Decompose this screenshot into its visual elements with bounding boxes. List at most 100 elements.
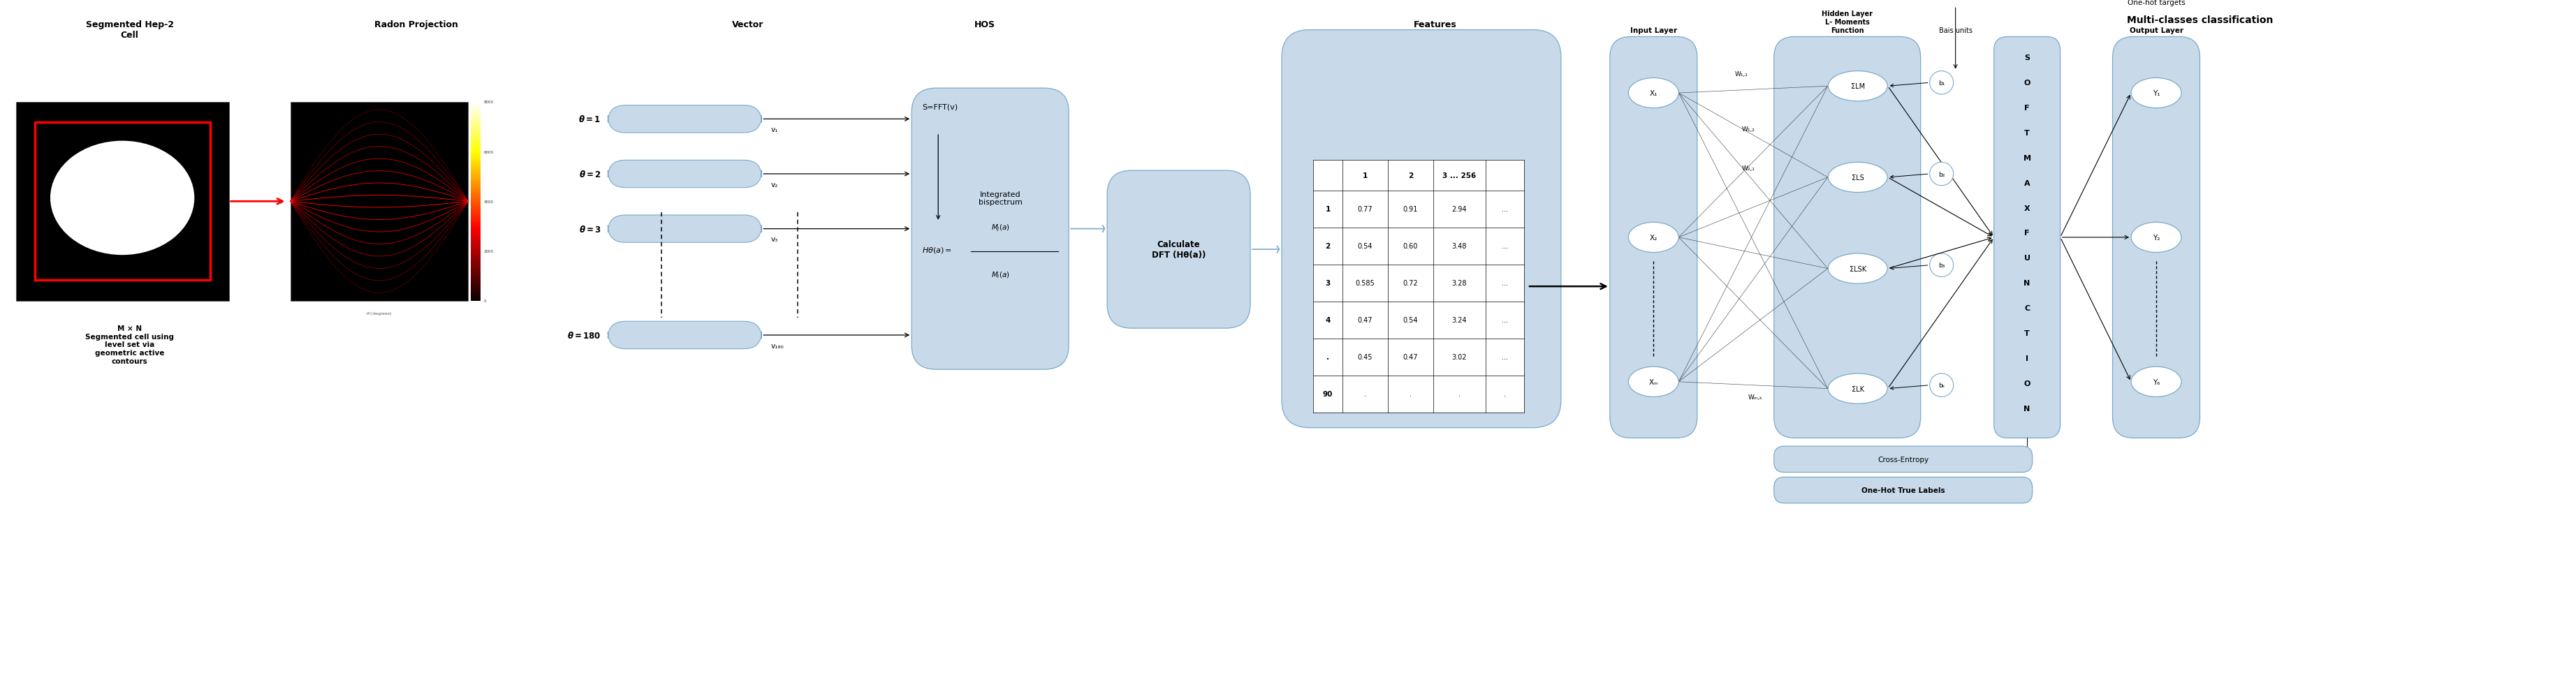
Text: X₁: X₁ bbox=[1649, 90, 1656, 97]
Text: ΣLSK: ΣLSK bbox=[1850, 265, 1865, 272]
Text: HOS: HOS bbox=[974, 20, 994, 29]
Text: 3.28: 3.28 bbox=[1453, 280, 1466, 287]
Text: 0.91: 0.91 bbox=[1404, 206, 1417, 213]
Text: M × N
Segmented cell using
level set via
geometric active
contours: M × N Segmented cell using level set via… bbox=[85, 325, 175, 364]
Text: ...: ... bbox=[1502, 280, 1507, 287]
Text: W₁,₁: W₁,₁ bbox=[1736, 72, 1749, 78]
Text: 1: 1 bbox=[1363, 173, 1368, 179]
Ellipse shape bbox=[1628, 222, 1680, 253]
Text: Radon Projection: Radon Projection bbox=[374, 20, 459, 29]
Text: Hidden Layer
L- Moments
Function: Hidden Layer L- Moments Function bbox=[1821, 11, 1873, 34]
Text: F: F bbox=[2025, 104, 2030, 111]
Bar bbox=[33, 123, 211, 280]
Text: Y₁: Y₁ bbox=[2154, 90, 2159, 97]
Text: $\boldsymbol{\theta=3}$: $\boldsymbol{\theta=3}$ bbox=[580, 224, 600, 234]
FancyBboxPatch shape bbox=[1994, 38, 2061, 439]
Text: 2.94: 2.94 bbox=[1453, 206, 1466, 213]
Text: Segmented Hep-2
Cell: Segmented Hep-2 Cell bbox=[85, 20, 173, 40]
Text: 4: 4 bbox=[1324, 317, 1329, 324]
Circle shape bbox=[1929, 254, 1953, 277]
Text: v₃: v₃ bbox=[770, 236, 778, 243]
Text: ΣLM: ΣLM bbox=[1850, 83, 1865, 90]
Text: b₂: b₂ bbox=[1937, 171, 1945, 177]
Text: A: A bbox=[2025, 179, 2030, 187]
FancyBboxPatch shape bbox=[1775, 447, 2032, 473]
Text: ...: ... bbox=[1502, 206, 1507, 213]
Text: $H\theta(a)=$: $H\theta(a)=$ bbox=[922, 246, 953, 254]
Bar bbox=[1314, 161, 1525, 413]
Text: M: M bbox=[2022, 155, 2030, 162]
Text: $M_j(a)$: $M_j(a)$ bbox=[992, 222, 1010, 233]
Text: 2000: 2000 bbox=[484, 250, 495, 253]
Text: O: O bbox=[2025, 79, 2030, 87]
Text: b₁: b₁ bbox=[1937, 80, 1945, 87]
Text: 0.72: 0.72 bbox=[1404, 280, 1419, 287]
Text: $\boldsymbol{\theta=1}$: $\boldsymbol{\theta=1}$ bbox=[580, 115, 600, 124]
Circle shape bbox=[1929, 163, 1953, 186]
Text: 2: 2 bbox=[1324, 243, 1329, 250]
FancyBboxPatch shape bbox=[1283, 31, 1561, 428]
Text: t: t bbox=[278, 201, 283, 203]
Text: 3: 3 bbox=[1324, 280, 1329, 287]
Text: $R_\theta(\theta,t)$: $R_\theta(\theta,t)$ bbox=[371, 91, 386, 98]
FancyBboxPatch shape bbox=[1775, 477, 2032, 503]
Text: Calculate
DFT (Hθ(a)): Calculate DFT (Hθ(a)) bbox=[1151, 240, 1206, 259]
Text: Wₘ,ₖ: Wₘ,ₖ bbox=[1749, 394, 1762, 400]
Text: Bais units: Bais units bbox=[1940, 27, 1973, 34]
Text: 0.47: 0.47 bbox=[1404, 354, 1417, 361]
Text: T: T bbox=[2025, 330, 2030, 337]
Text: bₖ: bₖ bbox=[1937, 383, 1945, 389]
Text: v₁: v₁ bbox=[770, 126, 778, 134]
Text: Input Layer: Input Layer bbox=[1631, 27, 1677, 34]
FancyBboxPatch shape bbox=[1108, 171, 1249, 329]
Bar bbox=[291, 102, 469, 301]
Text: Y₂: Y₂ bbox=[2154, 234, 2159, 241]
Text: F: F bbox=[2025, 230, 2030, 237]
FancyBboxPatch shape bbox=[608, 106, 762, 133]
Text: X: X bbox=[2025, 205, 2030, 211]
Text: S: S bbox=[2025, 55, 2030, 61]
Text: $\theta$ (degrees): $\theta$ (degrees) bbox=[366, 310, 392, 316]
FancyBboxPatch shape bbox=[608, 216, 762, 243]
Text: ...: ... bbox=[1502, 354, 1507, 361]
Text: S=FFT(v): S=FFT(v) bbox=[922, 104, 958, 110]
Text: 2: 2 bbox=[1409, 173, 1414, 179]
Text: ΣLS: ΣLS bbox=[1852, 175, 1865, 181]
Text: N: N bbox=[2025, 280, 2030, 287]
Text: Vector: Vector bbox=[732, 20, 762, 29]
Text: 0.45: 0.45 bbox=[1358, 354, 1373, 361]
Ellipse shape bbox=[2130, 78, 2182, 108]
Bar bbox=[15, 102, 229, 301]
Text: 3.24: 3.24 bbox=[1453, 317, 1466, 324]
Text: v₁₈₀: v₁₈₀ bbox=[770, 342, 783, 349]
Text: .: . bbox=[1327, 354, 1329, 361]
Text: O: O bbox=[2025, 380, 2030, 387]
Text: 1: 1 bbox=[1324, 206, 1329, 213]
Text: 0.54: 0.54 bbox=[1404, 317, 1417, 324]
Circle shape bbox=[1929, 374, 1953, 397]
Ellipse shape bbox=[1628, 78, 1680, 108]
Text: $\boldsymbol{\theta=2}$: $\boldsymbol{\theta=2}$ bbox=[580, 169, 600, 179]
Text: Multi-classes classification: Multi-classes classification bbox=[2128, 15, 2272, 25]
Text: C: C bbox=[2025, 305, 2030, 312]
Text: 0.54: 0.54 bbox=[1358, 243, 1373, 250]
Text: $\boldsymbol{\theta=180}$: $\boldsymbol{\theta=180}$ bbox=[567, 331, 600, 340]
Text: 0.47: 0.47 bbox=[1358, 317, 1373, 324]
FancyBboxPatch shape bbox=[912, 89, 1069, 370]
Text: ...: ... bbox=[1502, 317, 1507, 324]
Ellipse shape bbox=[1829, 254, 1888, 284]
Ellipse shape bbox=[1829, 72, 1888, 102]
Text: 8000: 8000 bbox=[484, 101, 495, 104]
Text: 90: 90 bbox=[1324, 391, 1332, 398]
Text: One-hot targets: One-hot targets bbox=[2128, 0, 2184, 6]
Ellipse shape bbox=[52, 142, 193, 255]
Text: Y₆: Y₆ bbox=[2154, 379, 2159, 385]
Ellipse shape bbox=[1829, 374, 1888, 404]
FancyBboxPatch shape bbox=[608, 161, 762, 188]
Text: 0.585: 0.585 bbox=[1355, 280, 1376, 287]
Ellipse shape bbox=[1829, 163, 1888, 193]
Text: $M_i(a)$: $M_i(a)$ bbox=[992, 270, 1010, 280]
Circle shape bbox=[1929, 72, 1953, 95]
Text: 3 ... 256: 3 ... 256 bbox=[1443, 173, 1476, 179]
Text: W₁,₂: W₁,₂ bbox=[1741, 126, 1754, 132]
